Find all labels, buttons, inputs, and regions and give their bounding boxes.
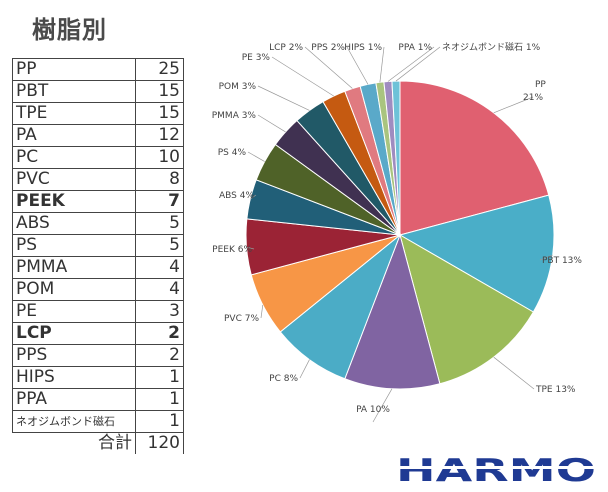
pie-slice-ネオジムボンド磁石 [391, 80, 401, 236]
resin-count-cell: 10 [135, 146, 184, 169]
resin-count-cell: 5 [135, 212, 184, 235]
table-row: PS 5 [12, 234, 184, 257]
leader-line [246, 246, 255, 250]
resin-count-cell: 4 [135, 256, 184, 279]
resin-count-cell: 15 [135, 102, 184, 125]
data-label: LCP 2% [269, 43, 303, 53]
data-label: PPA 1% [398, 43, 432, 53]
table-row: LCP 2 [12, 322, 184, 345]
table-row: PA 12 [12, 124, 184, 147]
data-label: PA 10% [356, 405, 390, 415]
resin-name-cell: PVC [12, 168, 136, 191]
resin-count-cell: 1 [135, 366, 184, 389]
leader-line [271, 56, 334, 97]
page-title: 樹脂別 [32, 16, 107, 44]
resin-name-cell: PE [12, 300, 136, 323]
resin-count-cell: 3 [135, 300, 184, 323]
resin-count-cell: 1 [135, 410, 184, 433]
leader-line [395, 46, 441, 82]
leader-line [257, 85, 310, 111]
resin-count-cell: 8 [135, 168, 184, 191]
table-row: PPS 2 [12, 344, 184, 367]
resin-count-cell: 2 [135, 322, 184, 345]
resin-count-table: PP 25 PBT 15 TPE 15 PA 12 PC 10 PVC 8 PEEK 7 ABS 5 PS 5 PM… [12, 58, 184, 454]
resin-name-cell: PMMA [12, 256, 136, 279]
data-label: PMMA 3% [212, 111, 257, 121]
data-label: PP 21% [523, 80, 546, 103]
data-label: PEEK 6% [212, 245, 252, 255]
leader-line [379, 46, 385, 83]
resin-count-cell: 4 [135, 278, 184, 301]
resin-name-cell: PEEK [12, 190, 136, 213]
resin-count-cell: 25 [135, 58, 184, 81]
table-row: HIPS 1 [12, 366, 184, 389]
table-row: PP 25 [12, 58, 184, 81]
resin-count-cell: 1 [135, 388, 184, 411]
leader-line [250, 194, 257, 200]
resin-pie-chart: PP 21% PBT 13% TPE 13% PA 10% PC 8% PVC 7% PEEK… [212, 41, 582, 423]
harmo-logo: HARMO [396, 455, 596, 485]
leader-line [387, 46, 435, 82]
leader-line [257, 114, 286, 133]
resin-name-cell: PS [12, 234, 136, 257]
svg-text:HARMO: HARMO [396, 455, 596, 485]
table-row: ABS 5 [12, 212, 184, 235]
data-label: ABS 4% [219, 191, 254, 201]
table-row: PVC 8 [12, 168, 184, 191]
resin-count-cell: 2 [135, 344, 184, 367]
leader-line [346, 46, 369, 85]
table-row: POM 4 [12, 278, 184, 301]
resin-name-cell: LCP [12, 322, 136, 345]
resin-count-cell: 7 [135, 190, 184, 213]
resin-name-cell: PBT [12, 80, 136, 103]
data-label: PC 8% [269, 374, 298, 384]
resin-name-cell: PA [12, 124, 136, 147]
leader-line [493, 356, 535, 390]
resin-name-cell: TPE [12, 102, 136, 125]
total-value: 120 [135, 432, 184, 454]
resin-name-cell: PC [12, 146, 136, 169]
table-row: PBT 15 [12, 80, 184, 103]
leader-line [260, 304, 264, 319]
data-label: PS 4% [218, 148, 247, 158]
leader-line [304, 46, 353, 89]
leader-line [299, 359, 310, 379]
resin-count-cell: 12 [135, 124, 184, 147]
resin-count-cell: 15 [135, 80, 184, 103]
table-row: ネオジムボンド磁石 1 [12, 410, 184, 433]
leader-line [539, 254, 553, 261]
total-label: 合計 [12, 432, 136, 454]
resin-name-cell: PPS [12, 344, 136, 367]
resin-count-cell: 5 [135, 234, 184, 257]
table-row: PMMA 4 [12, 256, 184, 279]
table-row: PC 10 [12, 146, 184, 169]
table-row: PPA 1 [12, 388, 184, 411]
resin-name-cell: ネオジムボンド磁石 [12, 410, 136, 433]
data-label: HIPS 1% [344, 43, 382, 53]
leader-line [493, 96, 534, 114]
data-label: PE 3% [242, 53, 271, 63]
resin-name-cell: PP [12, 58, 136, 81]
data-label: PBT 13% [542, 256, 582, 266]
leader-line [372, 388, 393, 423]
data-label: TPE 13% [535, 385, 576, 395]
table-row: TPE 15 [12, 102, 184, 125]
table-row: PEEK 7 [12, 190, 184, 213]
resin-name-cell: PPA [12, 388, 136, 411]
leader-line [247, 151, 265, 162]
data-label: ネオジムボンド磁石 1% [442, 41, 541, 53]
resin-name-cell: POM [12, 278, 136, 301]
table-row: PE 3 [12, 300, 184, 323]
data-label: PPS 2% [311, 43, 345, 53]
data-label: PVC 7% [224, 314, 259, 324]
data-label: POM 3% [219, 82, 257, 92]
resin-name-cell: ABS [12, 212, 136, 235]
pie-slice-pbt [398, 194, 555, 313]
total-row: 合計 120 [12, 432, 184, 454]
resin-name-cell: HIPS [12, 366, 136, 389]
